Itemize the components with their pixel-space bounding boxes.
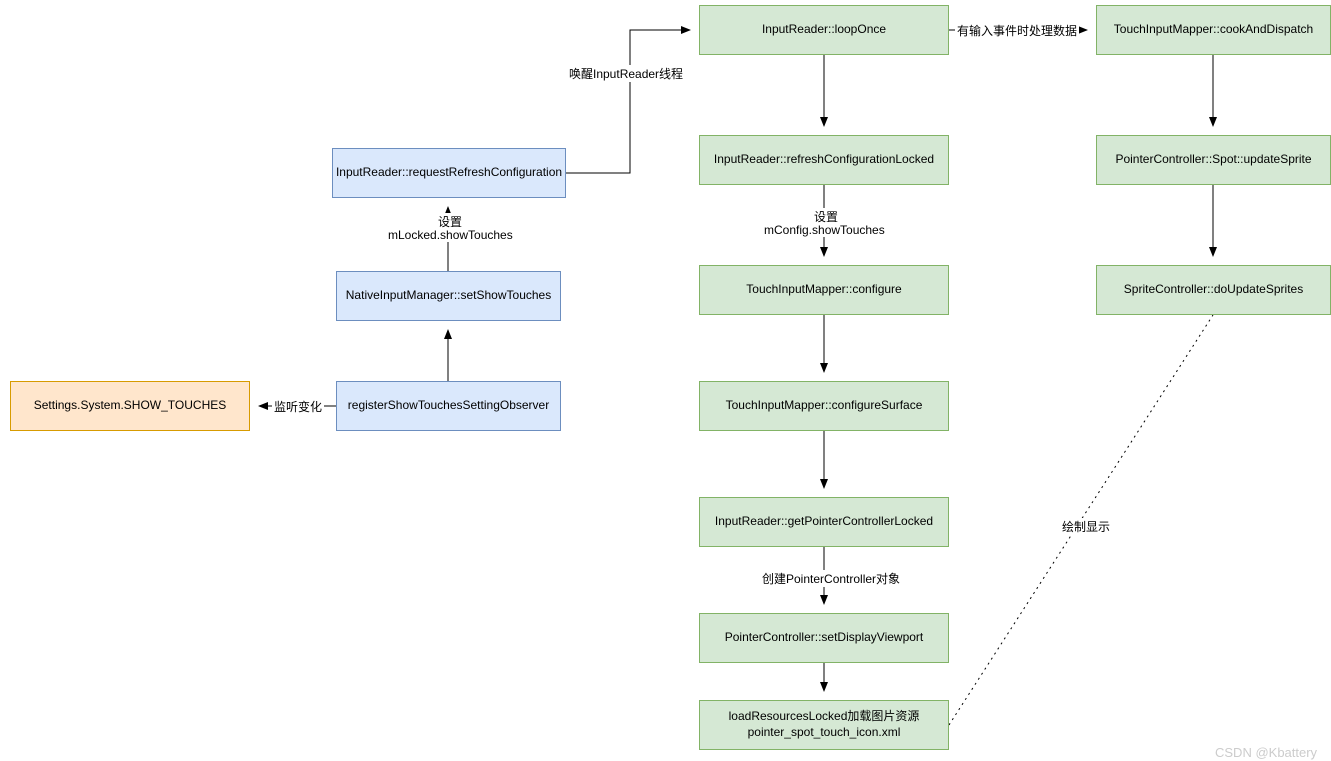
node-n2: registerShowTouchesSettingObserver (336, 381, 561, 431)
edge-3 (566, 30, 690, 173)
node-n14: SpriteController::doUpdateSprites (1096, 265, 1331, 315)
node-n1: Settings.System.SHOW_TOUCHES (10, 381, 250, 431)
node-n4: InputReader::requestRefreshConfiguration (332, 148, 566, 198)
node-n9: InputReader::getPointerControllerLocked (699, 497, 949, 547)
edge-label-e7: 创建PointerController对象 (760, 570, 902, 587)
edge-label-e6: mConfig.showTouches (762, 223, 887, 237)
node-n7: TouchInputMapper::configure (699, 265, 949, 315)
node-n3: NativeInputManager::setShowTouches (336, 271, 561, 321)
node-n13: PointerController::Spot::updateSprite (1096, 135, 1331, 185)
node-n10: PointerController::setDisplayViewport (699, 613, 949, 663)
edge-label-e1: 监听变化 (272, 398, 324, 415)
node-n6: InputReader::refreshConfigurationLocked (699, 135, 949, 185)
watermark: CSDN @Kbattery (1215, 745, 1317, 760)
node-n12: TouchInputMapper::cookAndDispatch (1096, 5, 1331, 55)
edge-label-e3: mLocked.showTouches (386, 228, 515, 242)
edge-label-e8: 有输入事件时处理数据 (955, 22, 1079, 39)
node-n11: loadResourcesLocked加载图片资源pointer_spot_to… (699, 700, 949, 750)
edge-label-e4: 唤醒InputReader线程 (567, 65, 685, 82)
node-n8: TouchInputMapper::configureSurface (699, 381, 949, 431)
node-n5: InputReader::loopOnce (699, 5, 949, 55)
edge-label-e9: 绘制显示 (1060, 518, 1112, 535)
